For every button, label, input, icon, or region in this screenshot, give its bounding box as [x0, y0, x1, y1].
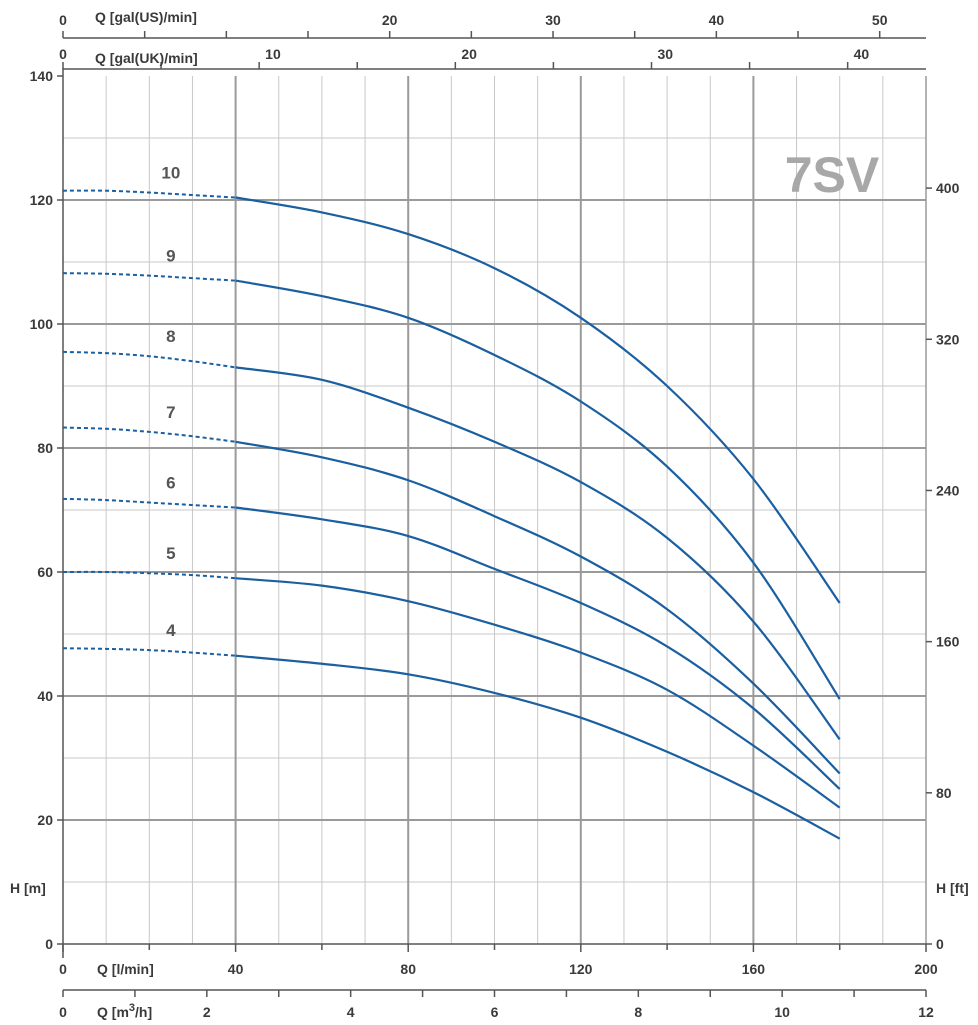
y2-tick-label: 160: [936, 634, 960, 650]
x-galuk-tick-label: 30: [657, 46, 673, 62]
x-tick-label: 80: [400, 961, 416, 977]
curve-6-extrapolated: [62, 497, 236, 509]
curve-label-10: 10: [161, 164, 180, 183]
x-tick-label: 40: [228, 961, 244, 977]
curve-5: [235, 577, 841, 809]
x-galuk-tick-label: 40: [854, 46, 870, 62]
x-axis-label: Q [l/min]: [97, 961, 154, 977]
y2-tick-label: 240: [936, 482, 960, 498]
curves: [62, 189, 841, 840]
grid: [63, 76, 927, 944]
curve-6: [235, 506, 841, 790]
curve-4: [235, 654, 841, 840]
y2-tick-label: 0: [936, 936, 944, 952]
y-tick-label: 40: [37, 688, 53, 704]
curve-10: [235, 196, 841, 604]
chart-title: 7SV: [785, 147, 880, 203]
x-galus-tick-label: 50: [872, 12, 888, 28]
curve-7: [235, 440, 841, 775]
curve-4-extrapolated: [62, 647, 236, 657]
y-tick-label: 0: [45, 936, 53, 952]
curve-10-extrapolated: [62, 189, 236, 199]
y2-tick-label: 400: [936, 180, 960, 196]
curve-7-extrapolated: [62, 426, 236, 443]
x-tick-label: 120: [569, 961, 593, 977]
y-tick-label: 100: [30, 316, 54, 332]
curve-label-4: 4: [166, 621, 176, 640]
curve-label-9: 9: [166, 247, 175, 266]
x-m3h-tick-label: 6: [491, 1004, 499, 1020]
y-tick-label: 60: [37, 564, 53, 580]
x-m3h-tick-label: 8: [634, 1004, 642, 1020]
x-galus-tick-label: 40: [709, 12, 725, 28]
curve-8-extrapolated: [62, 350, 236, 369]
x-tick-label: 200: [914, 961, 938, 977]
x-m3h-tick-label: 4: [347, 1004, 355, 1020]
curve-9-extrapolated: [62, 272, 236, 282]
y2-tick-label: 80: [936, 785, 952, 801]
x-m3h-tick-label: 12: [918, 1004, 934, 1020]
curve-9: [235, 279, 841, 700]
x-galus-tick-label: 0: [59, 12, 67, 28]
curve-label-8: 8: [166, 327, 175, 346]
axes: [57, 31, 932, 997]
x-m3h-tick-label: 0: [59, 1004, 67, 1020]
x-galus-axis-label: Q [gal(US)/min]: [95, 9, 197, 25]
x-galus-tick-label: 20: [382, 12, 398, 28]
x-galuk-tick-label: 10: [265, 46, 281, 62]
curve-5-extrapolated: [62, 570, 236, 580]
y-tick-label: 80: [37, 440, 53, 456]
x-galus-tick-label: 30: [545, 12, 561, 28]
y2-axis-label: H [ft]: [936, 880, 969, 896]
x-m3h-axis-label: Q [m3/h]: [97, 1002, 152, 1020]
curve-label-5: 5: [166, 544, 175, 563]
x-tick-label: 0: [59, 961, 67, 977]
curve-label-6: 6: [166, 474, 175, 493]
y-axis-label: H [m]: [10, 880, 46, 896]
x-m3h-tick-label: 2: [203, 1004, 211, 1020]
y-tick-label: 120: [30, 192, 54, 208]
x-tick-label: 160: [742, 961, 766, 977]
curve-8: [235, 366, 841, 741]
y2-tick-label: 320: [936, 331, 960, 347]
x-galuk-tick-label: 20: [461, 46, 477, 62]
y-tick-label: 20: [37, 812, 53, 828]
curve-label-7: 7: [166, 403, 175, 422]
x-galuk-axis-label: Q [gal(UK)/min]: [95, 50, 198, 66]
x-galuk-tick-label: 0: [59, 46, 67, 62]
x-m3h-tick-label: 10: [774, 1004, 790, 1020]
y-tick-label: 140: [30, 68, 54, 84]
